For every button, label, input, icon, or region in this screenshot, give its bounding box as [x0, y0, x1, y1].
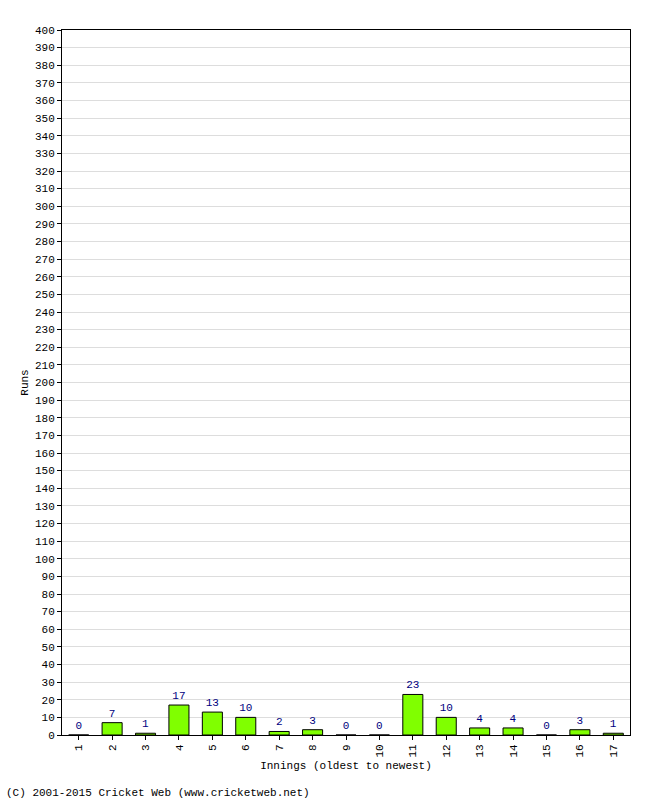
- svg-text:17: 17: [172, 690, 185, 702]
- svg-text:4: 4: [476, 713, 483, 725]
- svg-text:200: 200: [35, 377, 55, 389]
- svg-text:120: 120: [35, 518, 55, 530]
- svg-text:100: 100: [35, 554, 55, 566]
- svg-text:80: 80: [42, 589, 55, 601]
- svg-text:150: 150: [35, 465, 55, 477]
- svg-text:2: 2: [107, 744, 119, 751]
- svg-text:11: 11: [407, 744, 419, 758]
- svg-text:Runs: Runs: [19, 369, 31, 395]
- svg-text:220: 220: [35, 342, 55, 354]
- svg-text:340: 340: [35, 131, 55, 143]
- svg-text:380: 380: [35, 60, 55, 72]
- svg-text:70: 70: [42, 606, 55, 618]
- svg-text:0: 0: [543, 720, 550, 732]
- svg-text:40: 40: [42, 659, 55, 671]
- svg-text:350: 350: [35, 113, 55, 125]
- svg-text:20: 20: [42, 695, 55, 707]
- svg-text:330: 330: [35, 148, 55, 160]
- svg-text:300: 300: [35, 201, 55, 213]
- svg-text:0: 0: [376, 720, 383, 732]
- svg-text:280: 280: [35, 236, 55, 248]
- svg-text:3: 3: [577, 715, 584, 727]
- svg-text:170: 170: [35, 430, 55, 442]
- svg-text:14: 14: [508, 744, 520, 758]
- svg-text:(C) 2001-2015 Cricket Web (www: (C) 2001-2015 Cricket Web (www.cricketwe…: [6, 787, 310, 799]
- svg-text:4: 4: [174, 744, 186, 751]
- svg-text:13: 13: [206, 697, 219, 709]
- svg-text:16: 16: [574, 744, 586, 757]
- svg-text:250: 250: [35, 289, 55, 301]
- svg-text:8: 8: [307, 744, 319, 751]
- svg-text:160: 160: [35, 448, 55, 460]
- svg-text:17: 17: [608, 744, 620, 757]
- svg-text:30: 30: [42, 677, 55, 689]
- svg-text:320: 320: [35, 166, 55, 178]
- svg-text:4: 4: [510, 713, 517, 725]
- svg-text:10: 10: [374, 744, 386, 757]
- svg-text:210: 210: [35, 360, 55, 372]
- svg-text:23: 23: [406, 679, 419, 691]
- svg-text:360: 360: [35, 95, 55, 107]
- svg-text:6: 6: [240, 744, 252, 751]
- svg-text:10: 10: [239, 702, 252, 714]
- svg-text:7: 7: [109, 708, 116, 720]
- svg-text:1: 1: [73, 744, 85, 751]
- svg-text:50: 50: [42, 642, 55, 654]
- svg-text:390: 390: [35, 42, 55, 54]
- svg-text:190: 190: [35, 395, 55, 407]
- svg-text:110: 110: [35, 536, 55, 548]
- svg-text:10: 10: [42, 712, 55, 724]
- svg-text:7: 7: [274, 744, 286, 751]
- svg-text:3: 3: [309, 715, 316, 727]
- svg-text:Innings (oldest to newest): Innings (oldest to newest): [260, 760, 432, 772]
- svg-text:230: 230: [35, 324, 55, 336]
- svg-text:260: 260: [35, 272, 55, 284]
- svg-text:0: 0: [343, 720, 350, 732]
- svg-text:140: 140: [35, 483, 55, 495]
- svg-text:9: 9: [341, 744, 353, 751]
- svg-text:310: 310: [35, 183, 55, 195]
- svg-text:290: 290: [35, 219, 55, 231]
- svg-text:1: 1: [610, 718, 617, 730]
- svg-text:180: 180: [35, 413, 55, 425]
- svg-text:90: 90: [42, 571, 55, 583]
- svg-text:240: 240: [35, 307, 55, 319]
- svg-text:130: 130: [35, 501, 55, 513]
- svg-text:1: 1: [142, 718, 149, 730]
- svg-text:370: 370: [35, 78, 55, 90]
- svg-text:0: 0: [48, 730, 55, 742]
- svg-text:0: 0: [75, 720, 82, 732]
- svg-text:400: 400: [35, 25, 55, 37]
- svg-text:2: 2: [276, 716, 283, 728]
- svg-text:270: 270: [35, 254, 55, 266]
- svg-text:15: 15: [541, 744, 553, 757]
- svg-text:10: 10: [440, 702, 453, 714]
- svg-text:13: 13: [474, 744, 486, 757]
- svg-text:3: 3: [140, 744, 152, 751]
- svg-text:5: 5: [207, 744, 219, 751]
- svg-text:12: 12: [441, 744, 453, 757]
- svg-text:60: 60: [42, 624, 55, 636]
